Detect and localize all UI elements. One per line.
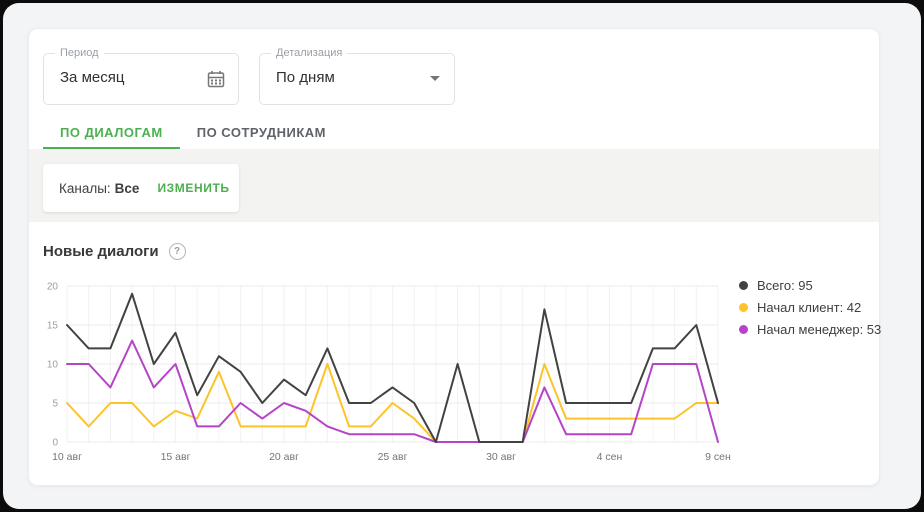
- period-field-label: Период: [55, 47, 104, 59]
- legend-item-total: Всего: 95: [739, 274, 881, 296]
- period-field[interactable]: Период За месяц: [43, 47, 239, 105]
- chart-title: Новые диалоги: [43, 243, 159, 260]
- detail-field-value: По дням: [276, 69, 335, 86]
- svg-text:0: 0: [52, 438, 58, 449]
- total-dot-icon: [739, 280, 748, 290]
- period-field-value: За месяц: [60, 69, 125, 86]
- chevron-down-icon[interactable]: [430, 76, 440, 81]
- svg-text:5: 5: [52, 399, 58, 410]
- page-background: Период За месяц Детализация По дням ПО Д…: [3, 3, 921, 509]
- svg-text:15 авг: 15 авг: [161, 451, 191, 463]
- channels-chip: Каналы: Все ИЗМЕНИТЬ: [43, 164, 239, 212]
- channels-label: Каналы:: [59, 180, 111, 196]
- svg-text:10: 10: [47, 360, 59, 371]
- legend-item-manager: Начал менеджер: 53: [739, 318, 881, 340]
- tab-dialogs[interactable]: ПО ДИАЛОГАМ: [43, 119, 180, 150]
- svg-text:10 авг: 10 авг: [52, 451, 82, 463]
- client-dot-icon: [739, 302, 748, 312]
- detail-field-label: Детализация: [271, 47, 348, 59]
- channels-value: Все: [114, 180, 140, 196]
- svg-text:30 авг: 30 авг: [486, 451, 516, 463]
- svg-text:4 сен: 4 сен: [597, 451, 623, 463]
- chart-legend: Всего: 95 Начал клиент: 42 Начал менедже…: [739, 274, 881, 340]
- tab-employees[interactable]: ПО СОТРУДНИКАМ: [196, 125, 326, 140]
- manager-dot-icon: [739, 324, 748, 334]
- change-channels-button[interactable]: ИЗМЕНИТЬ: [157, 181, 230, 195]
- analytics-card: Период За месяц Детализация По дням ПО Д…: [28, 28, 881, 486]
- question-mark-icon[interactable]: ?: [168, 243, 186, 260]
- line-chart: 0 5 10 15 20 10 авг 15 авг 20 авг 25 авг 30 авг 4 …: [47, 282, 731, 464]
- svg-text:20: 20: [47, 282, 59, 293]
- legend-item-client: Начал клиент: 42: [739, 296, 881, 318]
- svg-text:25 авг: 25 авг: [378, 451, 408, 463]
- filter-band: Каналы: Все ИЗМЕНИТЬ: [29, 149, 879, 222]
- calendar-icon[interactable]: [206, 69, 226, 89]
- detail-field[interactable]: Детализация По дням: [259, 47, 455, 105]
- svg-text:15: 15: [47, 321, 59, 332]
- svg-text:20 авг: 20 авг: [269, 451, 299, 463]
- tab-bar: ПО ДИАЛОГАМ ПО СОТРУДНИКАМ: [29, 119, 879, 150]
- svg-text:9 сен: 9 сен: [705, 451, 731, 463]
